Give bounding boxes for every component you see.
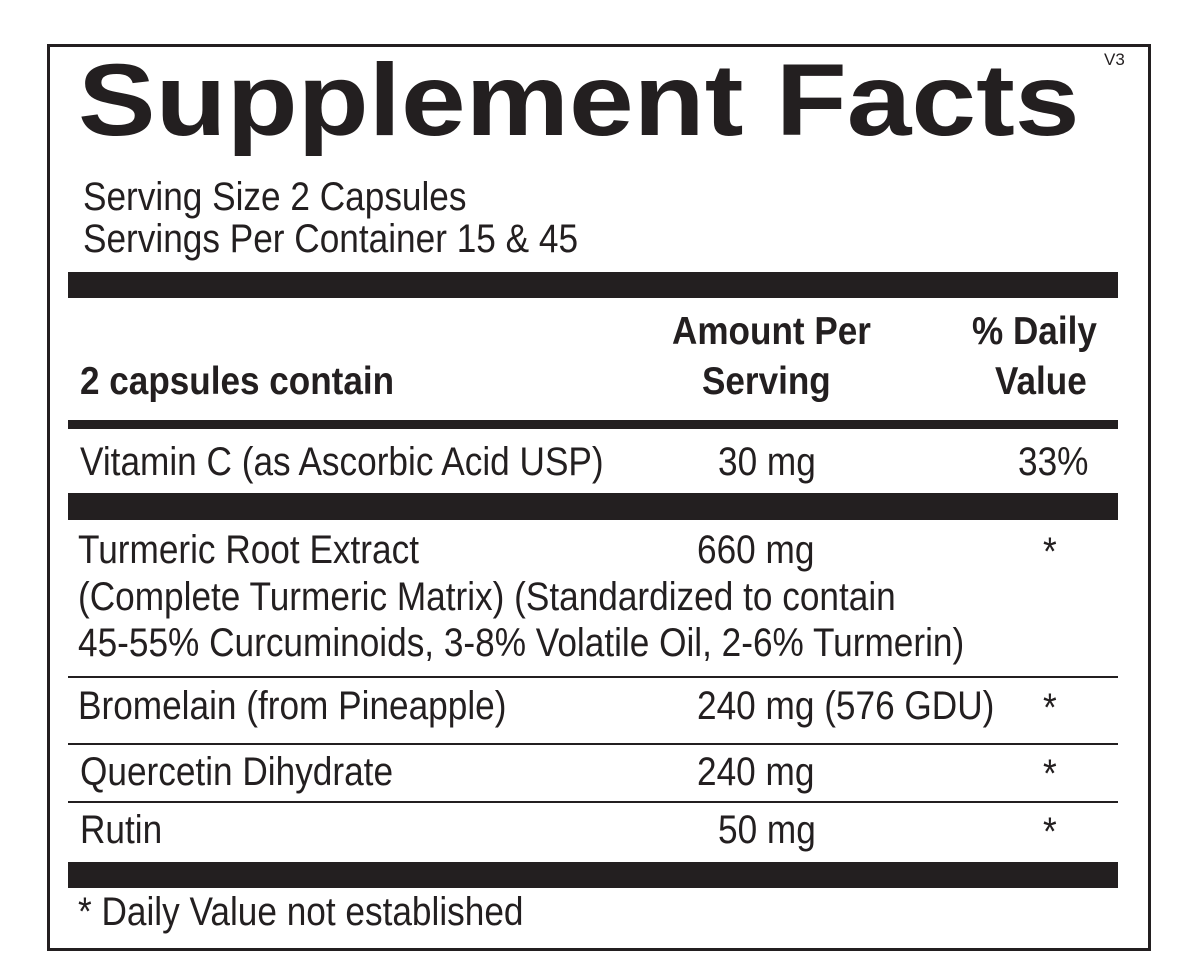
thick-divider xyxy=(68,862,1118,888)
header-amount-line2: Serving xyxy=(702,360,831,403)
label-title: Supplement Facts xyxy=(78,43,1080,157)
row-name-detail: (Complete Turmeric Matrix) (Standardized… xyxy=(78,575,896,619)
row-daily-value: * xyxy=(1043,686,1057,730)
thin-divider xyxy=(68,801,1118,803)
servings-per-container: Servings Per Container 15 & 45 xyxy=(83,217,579,261)
header-dv-line1: % Daily xyxy=(972,310,1097,353)
row-amount: 240 mg xyxy=(697,750,815,794)
row-name: Turmeric Root Extract xyxy=(78,528,419,572)
thick-divider xyxy=(68,493,1118,520)
row-name-detail: 45-55% Curcuminoids, 3-8% Volatile Oil, … xyxy=(78,621,965,665)
row-daily-value: * xyxy=(1043,530,1057,574)
label-border xyxy=(47,44,1151,951)
serving-size: Serving Size 2 Capsules xyxy=(83,175,467,219)
header-dv-line2: Value xyxy=(995,360,1087,403)
thin-divider xyxy=(68,743,1118,745)
row-amount: 50 mg xyxy=(718,808,816,852)
row-amount: 240 mg (576 GDU) xyxy=(697,684,995,728)
row-name: Quercetin Dihydrate xyxy=(80,750,394,794)
footnote: * Daily Value not established xyxy=(78,890,524,934)
row-daily-value: * xyxy=(1043,752,1057,796)
version-code: V3 xyxy=(1104,50,1125,69)
row-name: Bromelain (from Pineapple) xyxy=(78,684,507,728)
row-amount: 660 mg xyxy=(697,528,815,572)
row-daily-value: 33% xyxy=(1018,440,1089,484)
row-name: Rutin xyxy=(80,808,163,852)
header-contents: 2 capsules contain xyxy=(80,360,395,403)
row-name: Vitamin C (as Ascorbic Acid USP) xyxy=(80,440,604,484)
thick-divider xyxy=(68,272,1118,298)
row-amount: 30 mg xyxy=(718,440,816,484)
row-daily-value: * xyxy=(1043,810,1057,854)
thin-divider xyxy=(68,676,1118,678)
header-amount-line1: Amount Per xyxy=(672,310,871,353)
medium-divider xyxy=(68,420,1118,429)
